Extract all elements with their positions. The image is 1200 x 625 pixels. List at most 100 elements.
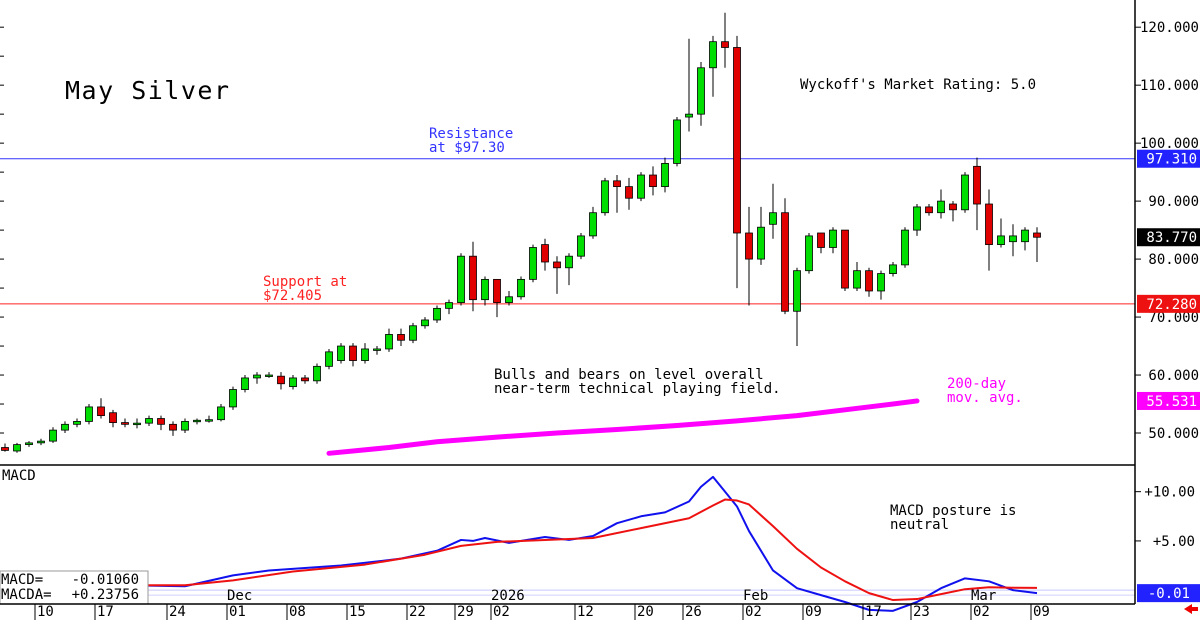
candle-body: [877, 273, 885, 292]
chart-title: May Silver: [65, 76, 231, 105]
candle-body: [193, 419, 201, 423]
price-panel: 120.000 110.000 100.000 90.000 80.000 70.000 6…: [0, 12, 1200, 456]
x-axis-label: 12: [577, 604, 594, 620]
macd-series-macda: [4, 498, 1038, 602]
commentary-label: near-term technical playing field.: [494, 381, 781, 397]
candle-body: [61, 423, 69, 431]
candle-body: [289, 377, 297, 388]
x-axis-label: 17: [865, 604, 882, 620]
candle-body: [493, 278, 501, 303]
x-axis-label: 29: [457, 604, 474, 620]
candle-body: [241, 377, 249, 390]
x-axis-label: 02: [745, 604, 762, 620]
x-axis-label: 10: [37, 604, 54, 620]
candle-body: [265, 374, 273, 377]
candle-body: [589, 212, 597, 237]
candle-body: [973, 165, 981, 205]
candle-body: [901, 229, 909, 266]
candle-body: [733, 47, 741, 234]
resistance-badge-bg: [1137, 149, 1200, 168]
candle-body: [481, 278, 489, 301]
x-axis-label: 23: [913, 604, 930, 620]
candle-body: [1033, 232, 1041, 238]
scroll-arrow-icon[interactable]: [1184, 604, 1198, 614]
x-axis-label: 22: [409, 604, 426, 620]
ma200-badge-bg: [1137, 391, 1200, 410]
candle-body: [373, 348, 381, 351]
x-axis-label: 26: [685, 604, 702, 620]
macd-panel-title: MACD: [2, 468, 36, 484]
macda-readout-value: +0.23756: [72, 587, 139, 603]
candle-body: [925, 206, 933, 214]
macda-readout-label: MACDA=: [1, 587, 52, 603]
candle-body: [385, 334, 393, 350]
macd-series-macd: [4, 475, 1038, 612]
resistance-label: at $97.30: [429, 140, 505, 156]
ma200-badge: 55.531: [1146, 394, 1197, 410]
candle-body: [769, 212, 777, 225]
candle-body: [613, 180, 621, 188]
candle-body: [697, 67, 705, 115]
candle-body: [793, 270, 801, 312]
candle-body: [985, 203, 993, 245]
candle-body: [745, 232, 753, 260]
candle-body: [721, 41, 729, 48]
macd-commentary-label: neutral: [890, 517, 949, 533]
candle-body: [313, 365, 321, 382]
ma200-line: [326, 398, 920, 456]
candle-body: [397, 334, 405, 341]
candle-body: [49, 429, 57, 442]
last-price-badge-bg: [1137, 228, 1200, 247]
candle-body: [997, 235, 1005, 245]
x-axis-label: 15: [349, 604, 366, 620]
candle-body: [277, 375, 285, 385]
price-axis-label: 110.000: [1140, 78, 1199, 94]
price-axis-label: 50.000: [1148, 426, 1199, 442]
price-axis-label: 120.000: [1140, 20, 1199, 36]
support-badge: 72.280: [1146, 297, 1197, 313]
candle-body: [913, 206, 921, 231]
price-axis-label: 100.000: [1140, 136, 1199, 152]
x-axis-label: 24: [169, 604, 186, 620]
candle-body: [601, 180, 609, 214]
support-badge-bg: [1137, 294, 1200, 313]
candle-body: [205, 419, 213, 422]
macd-badge-bg: [1137, 584, 1200, 603]
candle-body: [73, 421, 81, 425]
candle-body: [625, 186, 633, 199]
macd-commentary-label: MACD posture is: [890, 503, 1016, 519]
last-price-badge: 83.770: [1146, 230, 1197, 246]
candle-body: [37, 440, 45, 444]
x-axis-label: 09: [805, 604, 822, 620]
candle-body: [1021, 229, 1029, 243]
candle-body: [13, 444, 21, 452]
candle-body: [709, 41, 717, 69]
candle-body: [685, 113, 693, 118]
candle-body: [529, 247, 537, 280]
macd-badge: -0.01: [1148, 586, 1190, 602]
candle-body: [433, 307, 441, 321]
candle-body: [961, 174, 969, 211]
candle-body: [577, 235, 585, 257]
candle-body: [841, 229, 849, 289]
candle-body: [85, 406, 93, 422]
x-axis-label: 20: [637, 604, 654, 620]
candle-body: [409, 325, 417, 341]
candle-body: [853, 270, 861, 289]
candle-body: [805, 235, 813, 272]
candle-body: [505, 296, 513, 303]
support-label: $72.405: [263, 288, 322, 304]
candle-body: [1009, 235, 1017, 243]
candle-body: [229, 389, 237, 408]
candle-body: [889, 264, 897, 274]
price-axis-label: 60.000: [1148, 368, 1199, 384]
candle-body: [949, 203, 957, 211]
candle-body: [25, 442, 33, 446]
price-axis-label: 70.000: [1148, 310, 1199, 326]
market-rating-label: Wyckoff's Market Rating: 5.0: [800, 77, 1036, 93]
candle-body: [937, 200, 945, 214]
candle-body: [337, 345, 345, 361]
candle-body: [517, 278, 525, 298]
